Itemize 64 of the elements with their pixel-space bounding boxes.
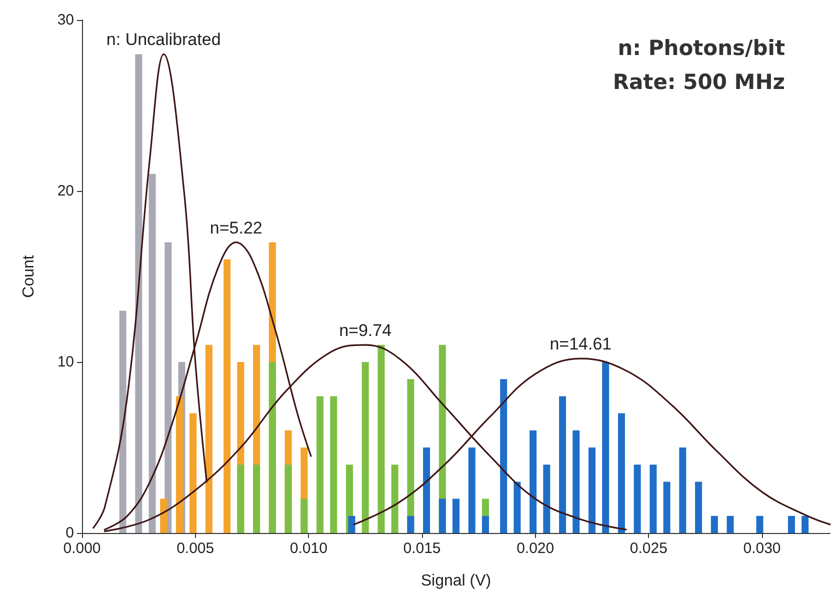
annotation: n=14.61 [550,334,612,354]
annotation: n=5.22 [210,218,262,238]
bar [500,379,508,533]
bar [588,448,596,533]
bar [802,516,809,533]
x-tick-label: 0.010 [290,540,328,557]
bar [237,464,244,533]
bar [530,430,537,533]
bar [253,464,260,533]
bar [438,498,446,533]
y-axis-title: Count [20,254,38,298]
bar [618,413,625,533]
x-tick-label: 0.000 [63,540,101,557]
annotation: n: Uncalibrated [106,30,221,50]
bar [176,396,183,533]
bar [119,310,126,533]
y-tick-label: 10 [57,354,74,370]
bar [695,482,702,533]
annotation: Rate: 500 MHz [612,70,785,94]
bar [407,516,414,533]
bar [572,430,580,533]
x-axis-title: Signal (V) [420,572,492,590]
bar [316,396,324,533]
bar [224,259,231,533]
bar [482,516,489,533]
bar [602,362,610,533]
bar [348,516,356,533]
bar [452,498,460,533]
annotation: n: Photons/bit [618,36,785,60]
bar [284,464,292,533]
bar [679,448,686,533]
bar [788,516,795,533]
bar [514,482,521,533]
y-tick-label: 20 [57,182,74,200]
bar [160,498,168,533]
bar [330,396,338,533]
bar [205,344,212,533]
bar [543,464,550,533]
bar [148,174,156,533]
x-tick-label: 0.025 [630,540,668,557]
bar [135,54,142,533]
bar [710,516,718,533]
bar [378,344,385,533]
bar [756,516,764,533]
bar [634,464,641,533]
bar [726,516,734,533]
bar [268,362,276,533]
bar [164,242,172,533]
bar [663,482,670,533]
x-tick-label: 0.005 [176,540,214,557]
bar [468,448,476,533]
y-tick-label: 30 [57,12,74,28]
x-tick-label: 0.015 [403,540,441,557]
y-tick-label: 0 [66,524,74,542]
bar [362,362,369,533]
bar [650,464,657,533]
bar [190,413,197,533]
bar [391,464,398,533]
annotation: n=9.74 [339,320,392,340]
bar [559,396,566,533]
x-tick-label: 0.030 [743,540,781,557]
bar [423,448,430,533]
x-tick-label: 0.020 [516,540,554,557]
bar [300,498,308,533]
